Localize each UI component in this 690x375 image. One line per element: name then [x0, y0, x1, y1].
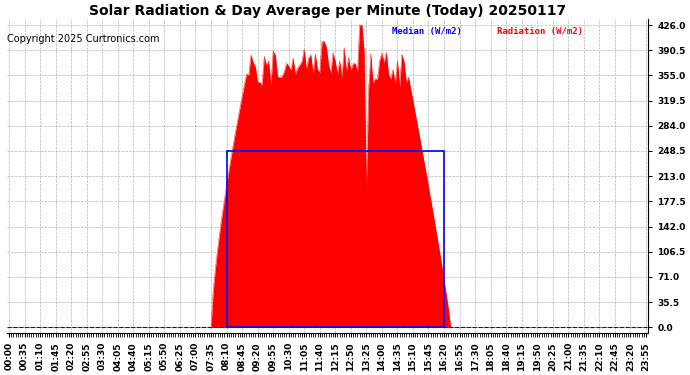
Bar — [226, 151, 444, 327]
Text: Median (W/m2): Median (W/m2) — [392, 27, 462, 36]
Text: Copyright 2025 Curtronics.com: Copyright 2025 Curtronics.com — [7, 34, 159, 44]
Title: Solar Radiation & Day Average per Minute (Today) 20250117: Solar Radiation & Day Average per Minute… — [89, 4, 566, 18]
Text: Radiation (W/m2): Radiation (W/m2) — [497, 27, 584, 36]
